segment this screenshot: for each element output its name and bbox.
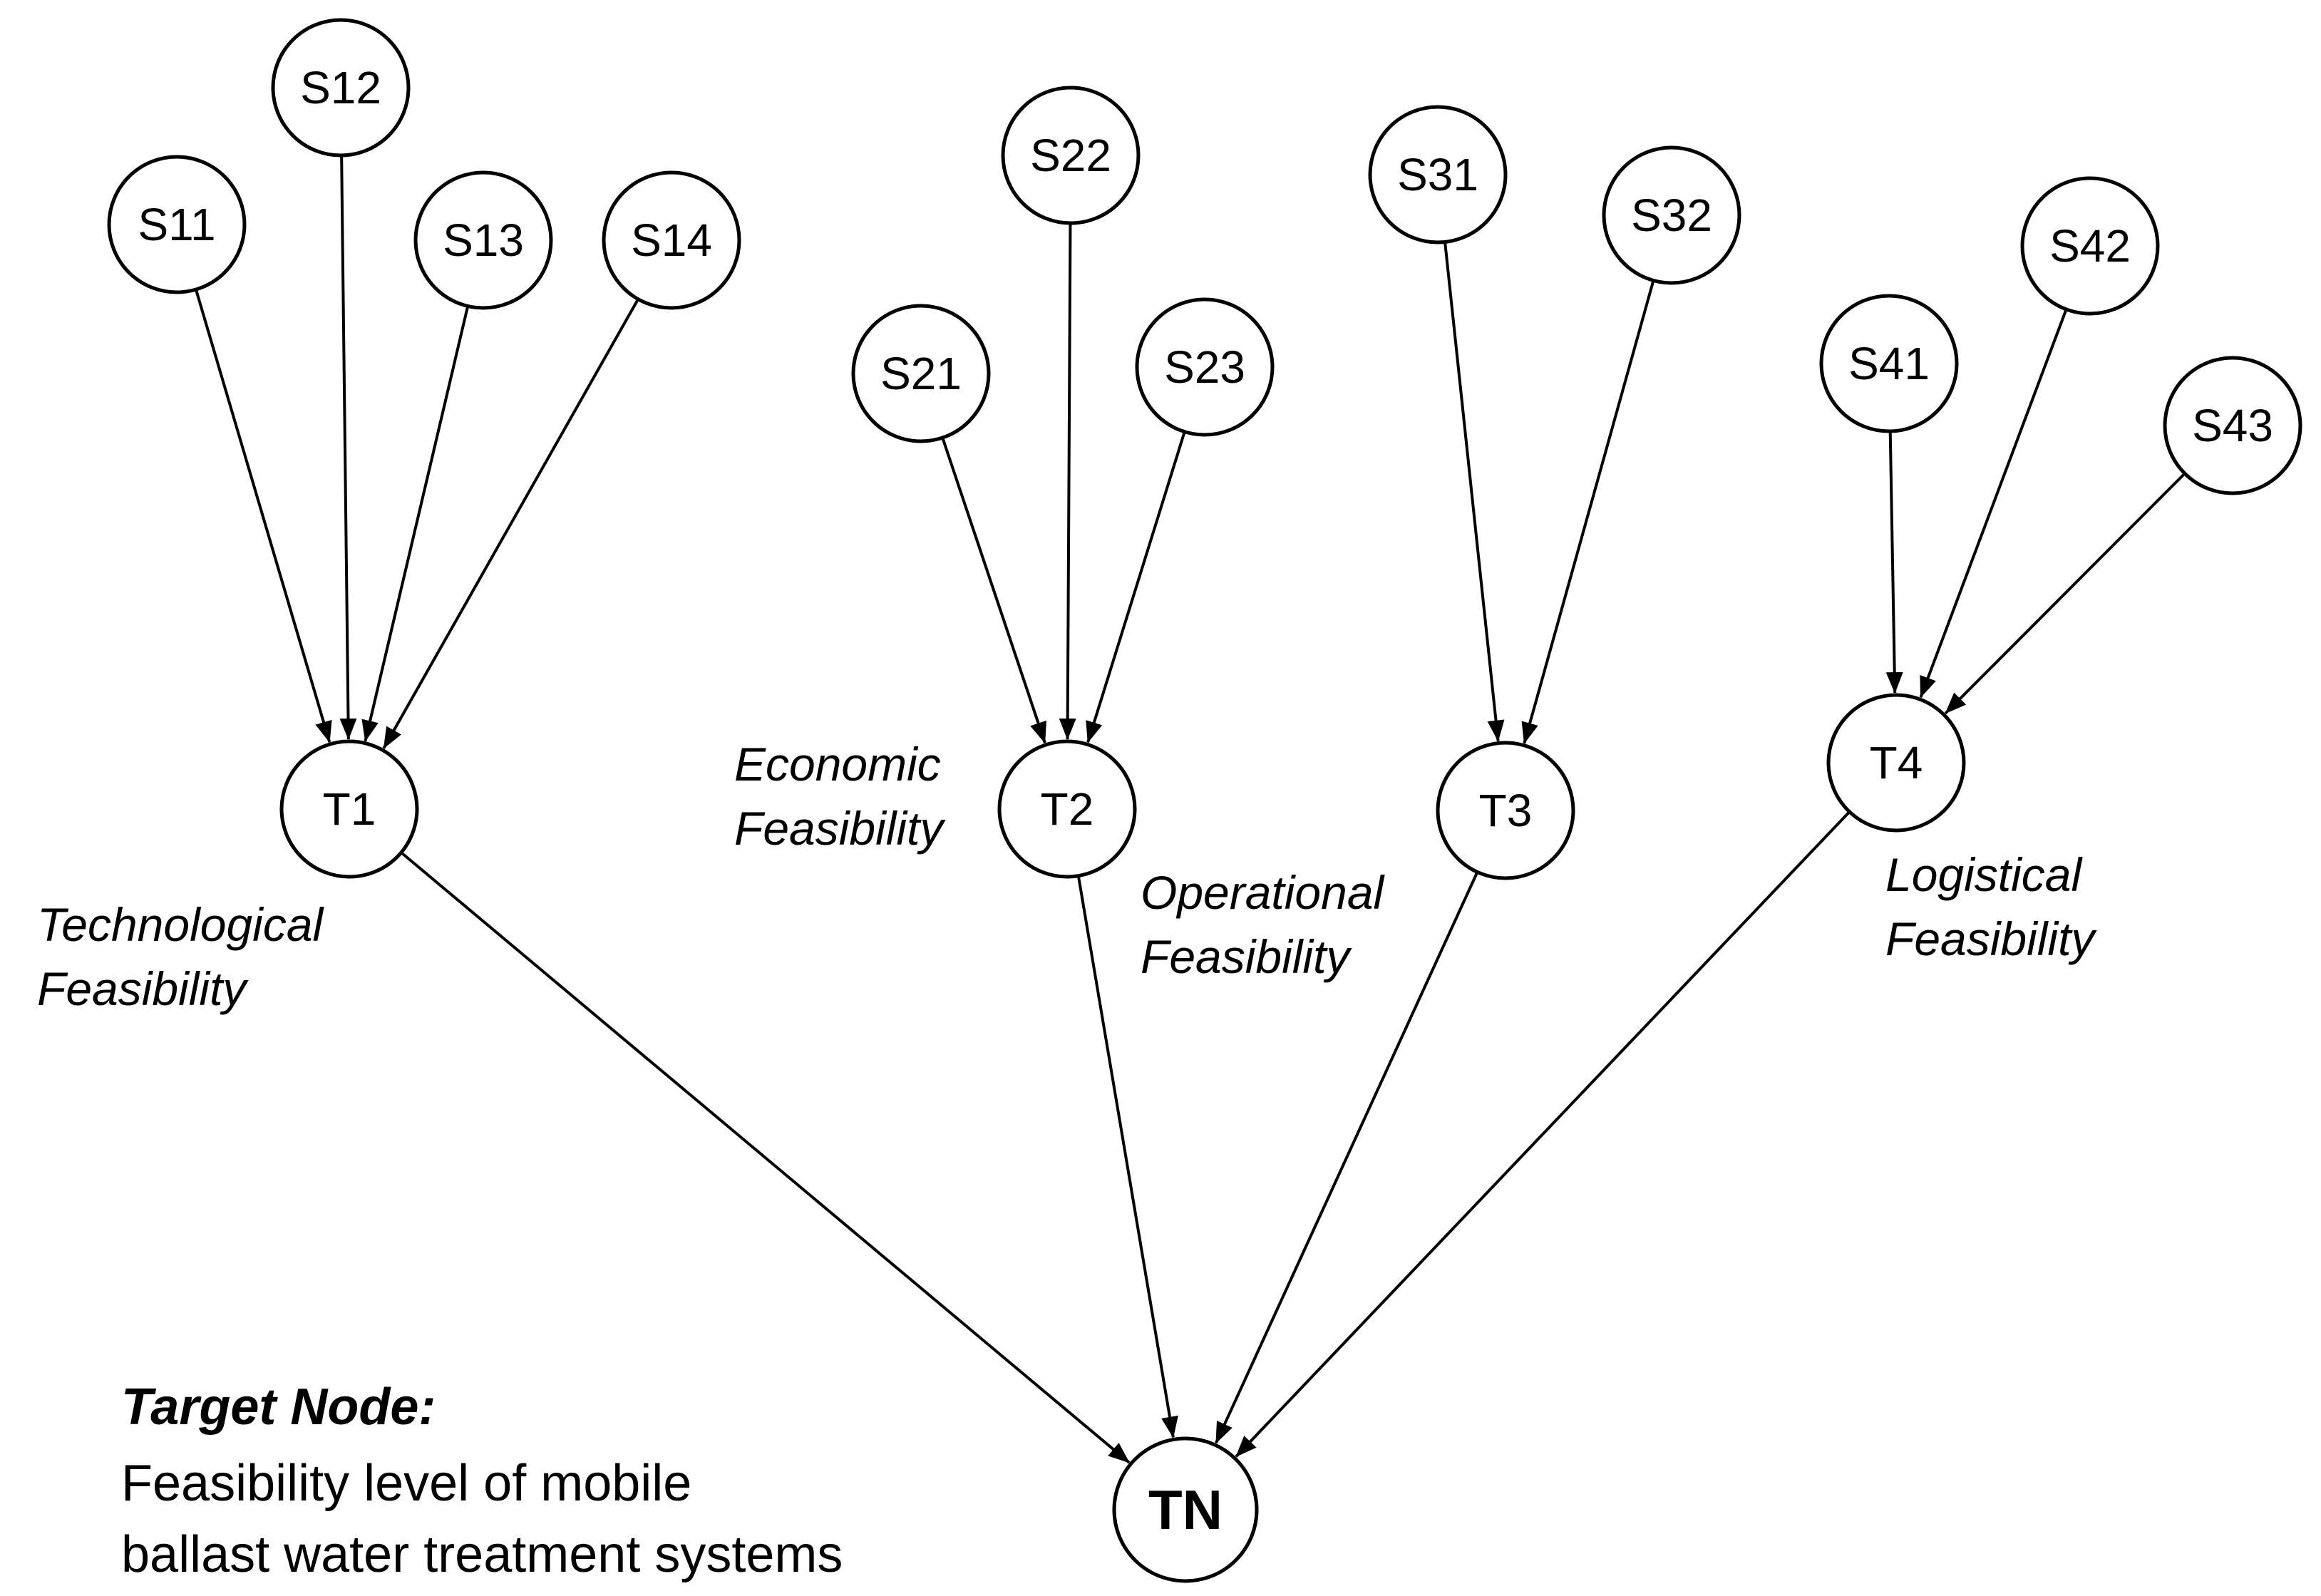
node-t1: T1 <box>279 739 419 879</box>
node-s14: S14 <box>602 170 741 310</box>
node-circle-tn <box>1112 1436 1259 1583</box>
node-label-s41: S41 <box>1848 338 1930 389</box>
edge-s41-t4 <box>1885 431 1903 694</box>
group-label-t4-line2: Feasibility <box>1885 912 2097 965</box>
node-s21: S21 <box>851 304 991 443</box>
edge-t3-tn <box>1215 871 1479 1444</box>
node-label-s11: S11 <box>138 199 215 250</box>
node-s31: S31 <box>1368 105 1508 244</box>
edge-t1-tn <box>400 851 1131 1464</box>
edge-t4-tn <box>1235 810 1851 1458</box>
node-s22: S22 <box>1001 86 1141 225</box>
node-s12: S12 <box>271 18 411 158</box>
node-t3: T3 <box>1436 741 1575 880</box>
group-label-t1-line2: Feasibility <box>37 962 249 1015</box>
edge-s42-t4 <box>1919 309 2068 699</box>
node-s41: S41 <box>1819 294 1959 433</box>
node-circle-s23 <box>1135 297 1275 437</box>
node-circle-s14 <box>602 170 741 310</box>
edge-s23-t2 <box>1086 431 1186 743</box>
node-t2: T2 <box>997 739 1137 879</box>
group-label-economic: Economic Feasibility <box>734 738 954 855</box>
edge-s43-t4 <box>1944 472 2186 715</box>
node-label-s22: S22 <box>1030 130 1111 181</box>
group-label-operational: Operational Feasibility <box>1141 866 1397 983</box>
node-circle-t1 <box>279 739 419 879</box>
node-label-s23: S23 <box>1164 341 1245 393</box>
group-label-t3-line2: Feasibility <box>1141 930 1352 983</box>
node-circle-s12 <box>271 18 411 158</box>
node-s13: S13 <box>413 170 553 310</box>
node-label-s31: S31 <box>1397 149 1478 200</box>
node-label-tn: TN <box>1148 1478 1223 1541</box>
edge-s32-t3 <box>1521 279 1655 744</box>
target-node-title: Target Node: <box>121 1379 436 1436</box>
group-label-t2-line2: Feasibility <box>734 802 946 855</box>
group-label-logistical: Logistical Feasibility <box>1885 848 2097 965</box>
node-s42: S42 <box>2020 176 2160 316</box>
node-label-s42: S42 <box>2049 220 2131 272</box>
node-t4: T4 <box>1826 693 1966 833</box>
nodes-layer: S11 S12 S13 S14 S21 S22 S23 S31 S32 S41 S42 S43 T1 T2… <box>107 18 2302 1583</box>
target-node-desc-line2: ballast water treatment systems <box>121 1526 843 1583</box>
edge-s11-t1 <box>194 289 332 743</box>
group-label-t2-line1: Economic <box>734 738 941 791</box>
node-circle-t4 <box>1826 693 1966 833</box>
node-label-s14: S14 <box>631 215 712 266</box>
node-tn: TN <box>1112 1436 1259 1583</box>
edges-layer <box>194 155 2186 1464</box>
node-circle-t3 <box>1436 741 1575 880</box>
target-node-desc-line1: Feasibility level of mobile <box>121 1455 691 1512</box>
edge-s12-t1 <box>339 155 357 741</box>
group-label-t3-line1: Operational <box>1141 866 1386 919</box>
node-s23: S23 <box>1135 297 1275 437</box>
edge-s22-t2 <box>1059 222 1076 741</box>
node-circle-s43 <box>2163 356 2302 495</box>
node-label-s43: S43 <box>2192 400 2273 451</box>
group-label-technological: Technological Feasibility <box>37 898 336 1015</box>
edge-s13-t1 <box>361 306 470 742</box>
edge-s21-t2 <box>941 437 1046 744</box>
edge-t2-tn <box>1076 875 1178 1438</box>
edge-s31-t3 <box>1443 242 1505 742</box>
node-circle-s31 <box>1368 105 1508 244</box>
edge-s14-t1 <box>382 298 639 749</box>
node-circle-s21 <box>851 304 991 443</box>
group-label-t4-line1: Logistical <box>1885 848 2083 901</box>
node-circle-s41 <box>1819 294 1959 433</box>
node-label-s32: S32 <box>1631 190 1712 241</box>
node-label-t4: T4 <box>1870 737 1923 788</box>
node-label-t2: T2 <box>1041 783 1094 835</box>
node-label-t1: T1 <box>323 783 376 835</box>
node-s43: S43 <box>2163 356 2302 495</box>
node-circle-s22 <box>1001 86 1141 225</box>
group-label-t1-line1: Technological <box>37 898 325 951</box>
node-label-t3: T3 <box>1479 785 1533 836</box>
node-label-s21: S21 <box>880 348 962 399</box>
node-s11: S11 <box>107 155 247 294</box>
node-circle-t2 <box>997 739 1137 879</box>
node-circle-s11 <box>107 155 247 294</box>
node-circle-s32 <box>1602 145 1741 285</box>
node-label-s12: S12 <box>300 62 381 113</box>
node-circle-s42 <box>2020 176 2160 316</box>
node-circle-s13 <box>413 170 553 310</box>
node-label-s13: S13 <box>443 215 524 266</box>
node-s32: S32 <box>1602 145 1741 285</box>
